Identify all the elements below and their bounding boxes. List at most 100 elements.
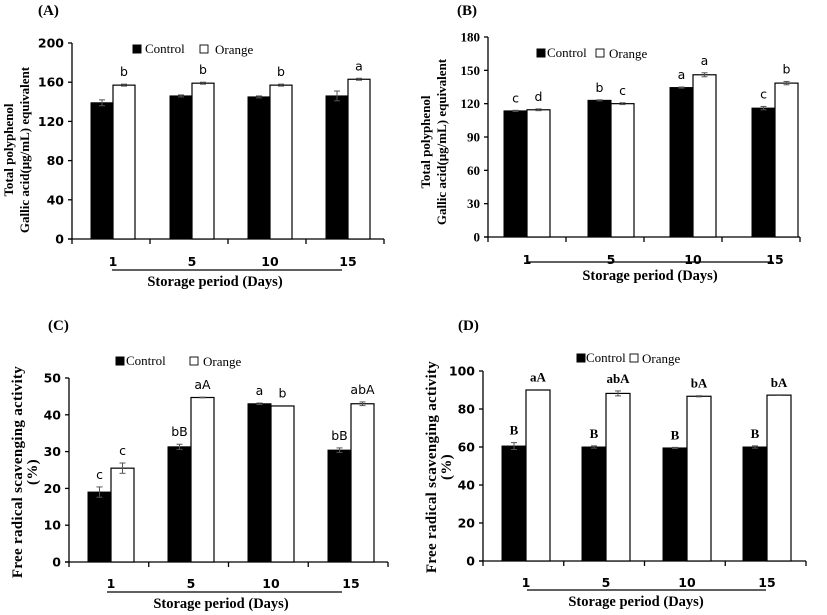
bar-orange — [774, 82, 799, 238]
legend-swatch-control — [115, 356, 125, 366]
bar-control — [503, 110, 528, 238]
error-bar-orange — [359, 401, 366, 407]
sig-label-control: B — [510, 423, 519, 438]
error-bar-control — [760, 105, 767, 111]
panel-label: (D) — [458, 318, 479, 334]
bar-control — [751, 107, 776, 238]
error-bar-control — [334, 90, 340, 102]
bar-orange — [605, 392, 631, 562]
y-tick-label: 160 — [38, 75, 64, 90]
error-bar-control — [511, 442, 517, 450]
y-tick-label: 40 — [47, 192, 65, 207]
bar-orange — [692, 74, 717, 238]
sig-label-orange: a — [701, 53, 709, 68]
error-bar-orange — [783, 80, 790, 86]
x-category-label: 10 — [678, 575, 696, 590]
error-bar-orange — [119, 462, 126, 474]
error-bar-control — [336, 447, 343, 453]
sig-label-orange: c — [619, 83, 626, 98]
x-category-label: 5 — [607, 252, 616, 267]
bar-orange — [190, 396, 215, 563]
error-bar-orange — [535, 389, 541, 391]
y-axis-title-line: Total polyphenol — [1, 103, 16, 196]
error-bar-orange — [701, 72, 708, 78]
legend: Control Orange — [536, 45, 647, 61]
sig-label-orange: b — [120, 64, 128, 79]
error-bar-control — [672, 446, 678, 450]
y-axis-title: Free radical scavenging activity (%) — [424, 361, 455, 573]
error-bar-orange — [619, 102, 626, 106]
error-bar-control — [256, 95, 262, 99]
bar-control — [87, 491, 112, 563]
x-category-label: 1 — [109, 254, 118, 269]
y-axis-title-line: Gallic acid(μg/mL) equivalent — [17, 66, 32, 233]
legend-swatch-orange — [189, 356, 199, 366]
sig-label-control: b — [596, 80, 604, 95]
sig-label-control: B — [671, 427, 680, 442]
error-bar-orange — [615, 390, 621, 397]
sig-label-orange: a — [355, 58, 363, 73]
bar-orange — [525, 389, 551, 562]
y-axis-title-line: (%) — [25, 459, 41, 485]
sig-label-control: c — [96, 467, 103, 482]
x-category-label: 15 — [766, 252, 783, 267]
error-bar-control — [99, 99, 105, 107]
sig-label-orange: b — [199, 62, 207, 77]
y-tick-label: 40 — [44, 407, 62, 422]
bar-control — [581, 446, 607, 562]
y-tick-label: 30 — [467, 196, 480, 211]
sig-label-orange: b — [277, 64, 285, 79]
y-axis-title-line: Total polyphenol — [418, 95, 433, 188]
error-bar-orange — [121, 83, 127, 87]
bar-control — [662, 447, 688, 562]
bar-orange — [686, 395, 712, 562]
x-category-label: 15 — [342, 576, 359, 591]
bar-orange — [766, 394, 792, 562]
bar-control — [669, 87, 694, 238]
y-tick-label: 0 — [52, 555, 61, 570]
y-axis-title-line: Free radical scavenging activity — [424, 361, 440, 573]
x-category-label: 5 — [188, 254, 197, 269]
y-tick-label: 200 — [38, 36, 64, 51]
bar-control — [501, 445, 527, 562]
bar-control — [587, 99, 612, 238]
bar-orange — [610, 103, 635, 238]
bar-orange — [269, 84, 293, 240]
sig-label-orange: bA — [771, 375, 788, 390]
x-category-label: 1 — [523, 252, 532, 267]
legend-swatch-orange — [595, 48, 605, 58]
bar-control — [247, 403, 272, 563]
legend-label-orange: Orange — [215, 42, 253, 57]
x-category-label: 1 — [107, 576, 116, 591]
x-category-label: 10 — [262, 576, 280, 591]
error-bar-control — [512, 109, 519, 112]
y-tick-label: 50 — [44, 371, 62, 386]
legend-swatch-control — [536, 48, 546, 58]
bar-control — [169, 95, 193, 240]
y-tick-label: 80 — [458, 402, 476, 417]
y-axis-title: Total polyphenol Gallic acid(μg/mL) equiv… — [418, 58, 449, 225]
x-axis-title: Storage period (Days) — [147, 274, 282, 290]
x-category-label: 5 — [187, 576, 196, 591]
error-bar-orange — [200, 81, 206, 85]
bar-control — [327, 449, 352, 563]
x-category-label: 15 — [339, 254, 356, 269]
error-bar-control — [96, 486, 103, 498]
sig-label-orange: bA — [691, 376, 708, 391]
legend-swatch-control — [132, 44, 142, 54]
sig-label-orange: abA — [606, 371, 630, 386]
bar-control — [90, 102, 114, 240]
y-tick-label: 20 — [458, 516, 476, 531]
panel-label: (A) — [38, 3, 59, 19]
bar-orange — [110, 467, 135, 563]
x-category-label: 15 — [758, 575, 775, 590]
x-axis-title: Storage period (Days) — [568, 594, 703, 610]
y-tick-label: 40 — [458, 478, 476, 493]
y-tick-label: 90 — [467, 130, 480, 145]
legend-swatch-orange — [629, 353, 639, 363]
error-bar-orange — [278, 83, 284, 87]
sig-label-control: a — [256, 383, 264, 398]
bar-control — [325, 95, 349, 240]
legend-label-control: Control — [547, 45, 587, 60]
